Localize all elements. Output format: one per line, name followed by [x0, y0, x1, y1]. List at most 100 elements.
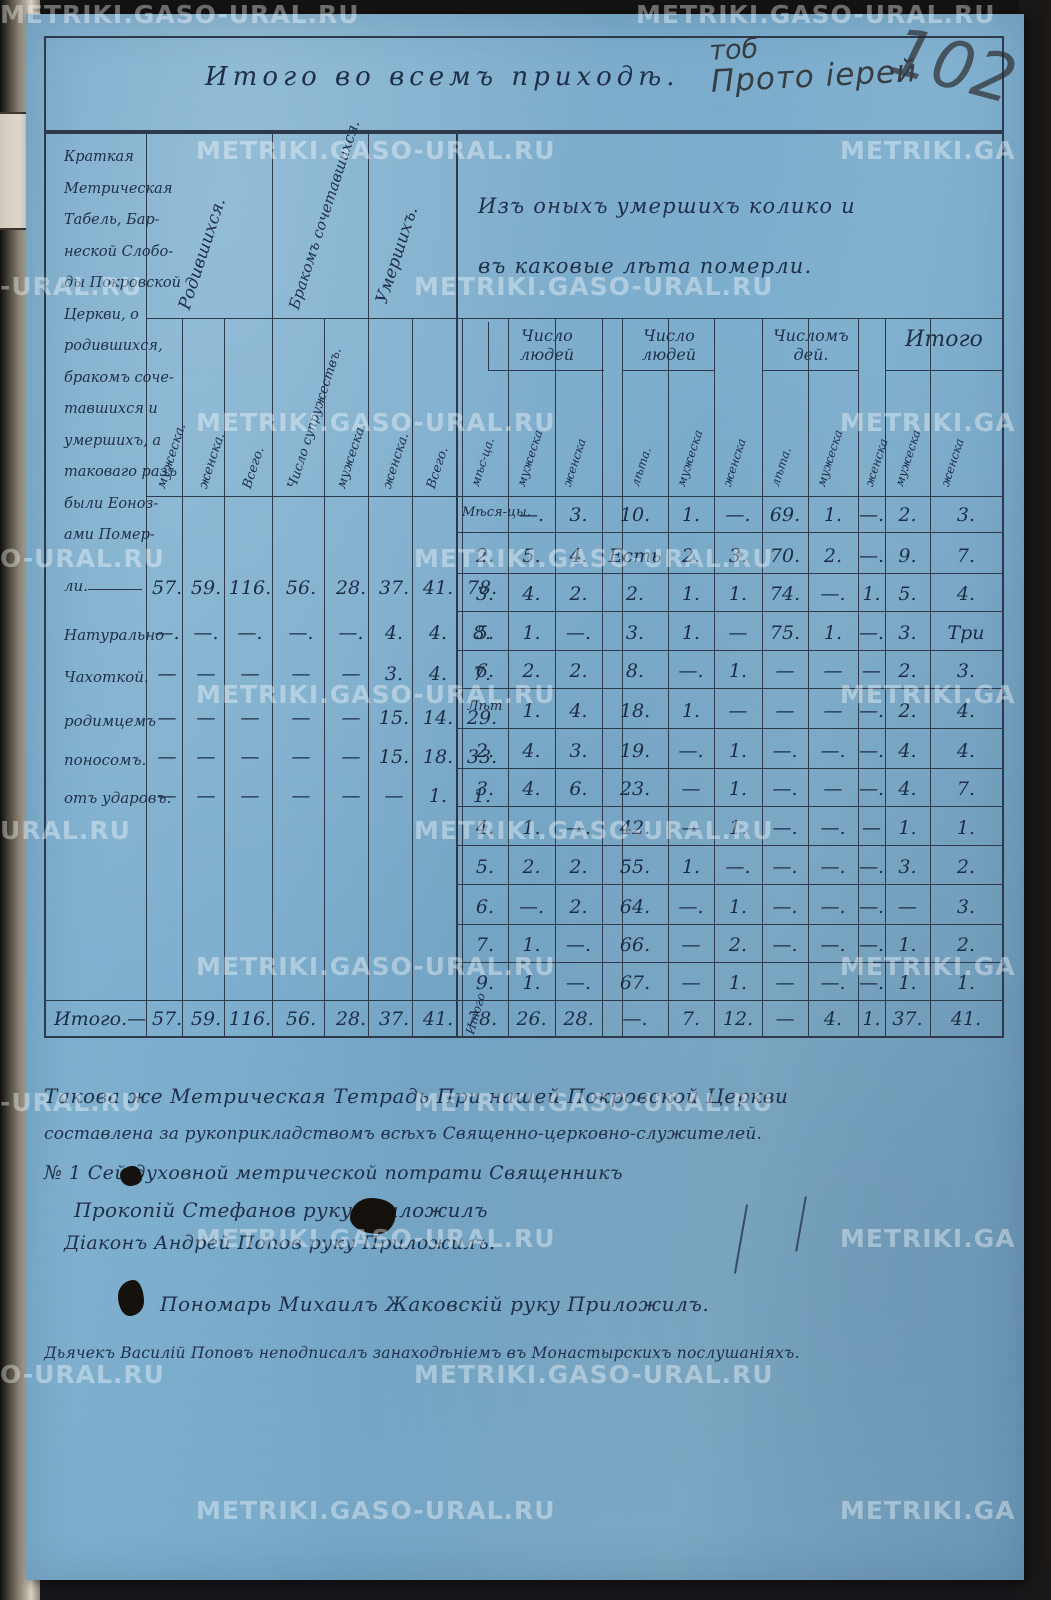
right-cell-r5-c2: 4. [569, 700, 588, 722]
rgroup-header-itogo-label: Итого [905, 327, 983, 352]
vline-l5 [368, 132, 369, 1038]
right-cell-r12-c5: 1. [728, 972, 748, 994]
right-total-c0: 26. [516, 1008, 547, 1030]
left-desc-9: умершихъ, а [64, 432, 162, 449]
vline-r3 [602, 318, 603, 1038]
right-cell-r2-c9: 5. [898, 583, 917, 605]
vline-r4 [622, 318, 623, 1038]
right-cell-r12-c4: — [681, 972, 701, 994]
right-cell-r5-c7: — [823, 700, 843, 722]
title-rule-bottom [44, 130, 1004, 132]
rowlabel-0: ли. [64, 577, 88, 595]
right-cell-r7-c1: 4. [522, 778, 541, 800]
left-cell-r0-c0: 57. [152, 577, 183, 599]
left-cell-r2-c7: 7. [472, 663, 492, 685]
right-cell-r11-c8: —. [858, 934, 885, 956]
right-cell-r4-c4: —. [678, 660, 704, 682]
right-cell-r5-c9: 2. [898, 700, 917, 722]
right-cell-r0-c3: 10. [619, 504, 651, 526]
right-cell-r10-c8: —. [858, 896, 885, 918]
left-total-c2: 116. [228, 1008, 272, 1030]
right-cell-r0-c1: —. [518, 504, 545, 526]
right-cell-r1-c5: 3. [728, 545, 748, 567]
rhdr-box-3-bot [762, 370, 858, 371]
right-cell-r12-c6: — [775, 972, 795, 994]
right-cell-r11-c1: 1. [522, 934, 541, 956]
left-cell-r5-c5: — [384, 785, 404, 807]
right-cell-r11-c2: —. [565, 934, 592, 956]
vline-r9 [858, 318, 859, 1038]
right-cell-r12-c2: —. [565, 972, 592, 994]
right-cell-r11-c6: —. [772, 934, 798, 956]
right-cell-r8-c9: 1. [898, 817, 917, 839]
left-cell-r2-c0: — [157, 663, 177, 685]
right-cell-r5-c5: — [728, 700, 748, 722]
right-cell-r3-c7: 1. [823, 622, 843, 644]
left-cell-r0-c5: 37. [378, 577, 410, 599]
right-total-c2: —. [622, 1008, 648, 1030]
right-cell-r0-c6: 69. [769, 504, 801, 526]
right-cell-r3-c8: —. [858, 622, 885, 644]
right-cell-r7-c0: 3. [475, 778, 495, 800]
right-cell-r4-c10: 3. [956, 660, 976, 682]
right-cell-r3-c3: 3. [625, 622, 645, 644]
left-totals-label: Итого.— [54, 1008, 147, 1030]
right-cell-r8-c7: —. [820, 817, 846, 839]
right-total-c7: 1. [862, 1008, 881, 1030]
right-cell-r1-c7: 2. [823, 545, 843, 567]
right-cell-r3-c1: 1. [522, 622, 541, 644]
rhdr-box-4-bot [885, 370, 1002, 371]
vline-r1 [508, 318, 509, 1038]
right-cell-r2-c7: —. [820, 583, 846, 605]
vline-r6 [714, 318, 715, 1038]
right-cell-r0-c0: Мѣся-цы. [462, 505, 531, 520]
table-border-left [44, 132, 46, 1038]
right-cell-r7-c6: —. [772, 778, 798, 800]
vline-l7 [456, 132, 458, 1038]
right-cell-r5-c4: 1. [681, 700, 701, 722]
left-cell-r4-c3: — [291, 746, 311, 768]
rgroup-header-1-label: Число людей [519, 326, 575, 364]
right-cell-r7-c8: —. [858, 778, 885, 800]
right-cell-r0-c4: 1. [681, 504, 701, 526]
right-cell-r7-c5: 1. [728, 778, 748, 800]
right-cell-r10-c9: — [898, 896, 917, 918]
right-cell-r0-c7: 1. [823, 504, 843, 526]
left-total-c5: 37. [378, 1008, 410, 1030]
right-cell-r6-c10: 4. [956, 740, 976, 762]
right-cell-r11-c10: 2. [956, 934, 976, 956]
right-cell-r5-c6: — [775, 700, 795, 722]
right-cell-r0-c8: —. [858, 504, 885, 526]
right-cell-r9-c7: —. [820, 856, 846, 878]
vline-r5 [668, 318, 669, 1038]
right-cell-r6-c6: —. [772, 740, 798, 762]
left-desc-0: Краткая [64, 149, 134, 165]
right-cell-r4-c0: 6. [475, 660, 495, 682]
rgroup-header-itogo: Итого [888, 327, 1000, 352]
right-desc-line-1: Изъ оныхъ умершихъ колико и [478, 194, 856, 218]
left-desc-3: неской Слобо- [64, 243, 174, 260]
title-rule-right [1002, 36, 1004, 132]
left-cell-r3-c5: 15. [378, 707, 410, 729]
right-cell-r6-c2: 3. [569, 740, 588, 762]
right-cell-r4-c1: 2. [522, 660, 541, 682]
right-cell-r8-c1: 1. [522, 817, 541, 839]
right-cell-r8-c6: —. [772, 817, 798, 839]
right-cell-r9-c9: 3. [898, 856, 917, 878]
right-cell-r2-c4: 1. [681, 583, 701, 605]
right-total-c5: — [775, 1008, 795, 1030]
right-cell-r4-c3: 8. [625, 660, 645, 682]
blue-paper-leaf [26, 14, 1024, 1580]
left-cell-r4-c6: 18. [422, 746, 454, 768]
ink-blot-3 [118, 1280, 144, 1316]
right-cell-r7-c9: 4. [898, 778, 917, 800]
vline-r11 [930, 318, 931, 1038]
right-cell-r8-c3: 42. [619, 817, 651, 839]
rowlabel-2: Чахоткой. [64, 668, 149, 686]
right-cell-r6-c4: —. [678, 740, 704, 762]
left-cell-r2-c4: — [341, 663, 361, 685]
left-cell-r5-c6: 1. [428, 785, 448, 807]
right-cell-r0-c2: 3. [569, 504, 588, 526]
table-border-top [44, 132, 1004, 134]
right-cell-r8-c0: 4. [475, 817, 495, 839]
